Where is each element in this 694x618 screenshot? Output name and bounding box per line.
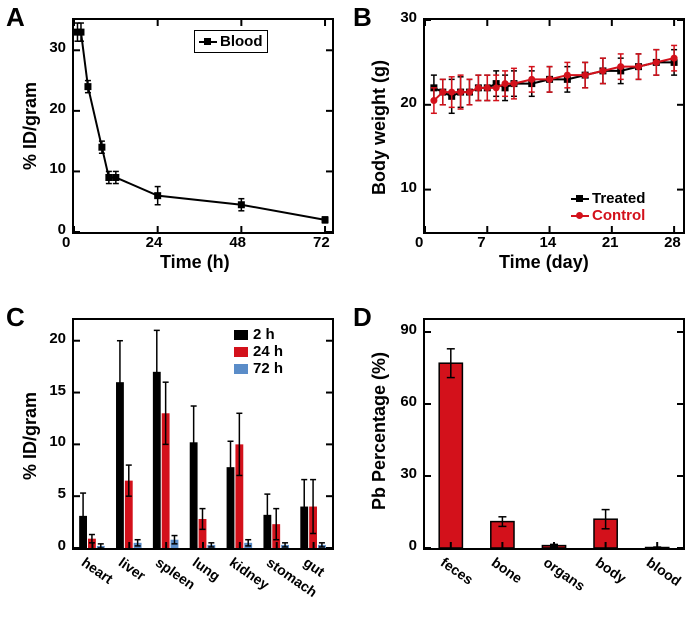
panel-a-legend-item: Blood: [199, 33, 263, 50]
panel-a-legend-text: Blood: [220, 33, 263, 50]
panel-b-xlabel: Time (day): [499, 252, 589, 273]
panel-c-legend-24h: 24 h: [234, 343, 283, 360]
panel-c-legend-2h: 2 h: [234, 326, 283, 343]
panel-a-xlabel: Time (h): [160, 252, 230, 273]
panel-a-ylabel: % ID/gram: [20, 82, 41, 170]
panel-c-svg: [74, 320, 332, 548]
panel-b-legend: Treated Control: [571, 190, 645, 224]
panel-b-ylabel: Body weight (g): [369, 60, 390, 195]
panel-c-label: C: [6, 302, 25, 333]
panel-b-legend-control-text: Control: [592, 207, 645, 224]
panel-b-label: B: [353, 2, 372, 33]
panel-c-legend-72h: 72 h: [234, 360, 283, 377]
panel-c: C 2 h 24 h 72 h 05101520 % ID/gram heart…: [0, 300, 347, 618]
panel-a-legend: Blood: [194, 30, 268, 53]
panel-a: A Blood 02448720102030 % ID/gram Time (h…: [0, 0, 347, 290]
panel-d-plot: [423, 318, 685, 550]
figure-root: A Blood 02448720102030 % ID/gram Time (h…: [0, 0, 694, 618]
panel-a-plot: Blood: [72, 18, 334, 234]
panel-b-legend-treated: Treated: [571, 190, 645, 207]
panel-d: D 0306090 Pb Percentage (%) fecesboneorg…: [347, 300, 694, 618]
panel-c-ylabel: % ID/gram: [20, 392, 41, 480]
panel-b-legend-control: Control: [571, 207, 645, 224]
panel-d-svg: [425, 320, 683, 548]
panel-d-label: D: [353, 302, 372, 333]
panel-a-label: A: [6, 2, 25, 33]
panel-b-legend-treated-text: Treated: [592, 190, 645, 207]
panel-d-ylabel: Pb Percentage (%): [369, 352, 390, 510]
panel-c-plot: 2 h 24 h 72 h: [72, 318, 334, 550]
panel-c-legend: 2 h 24 h 72 h: [234, 326, 283, 377]
panel-b: B Treated Control 07142128102030 Body we…: [347, 0, 694, 290]
panel-b-plot: Treated Control: [423, 18, 685, 234]
